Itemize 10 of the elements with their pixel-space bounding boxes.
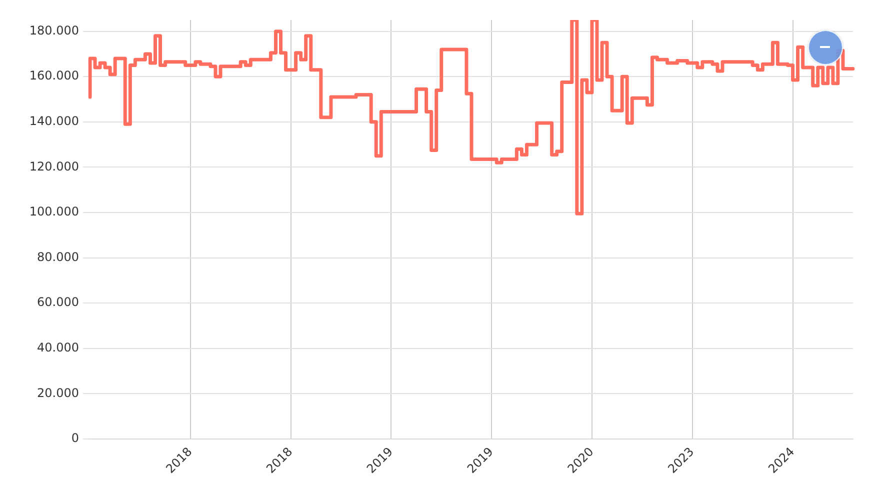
y-tick-label: 20.000 [37,386,79,400]
y-tick-label: 60.000 [37,295,79,310]
y-tick-label: 40.000 [37,340,79,355]
y-tick-label: 120.000 [29,159,79,174]
y-tick-label: 0 [71,431,79,446]
y-tick-label: 100.000 [29,204,79,219]
y-tick-label: 180.000 [29,23,79,38]
y-tick-label: 80.000 [37,250,79,264]
y-tick-label: 160.000 [29,68,79,83]
y-tick-label: 140.000 [29,114,79,128]
